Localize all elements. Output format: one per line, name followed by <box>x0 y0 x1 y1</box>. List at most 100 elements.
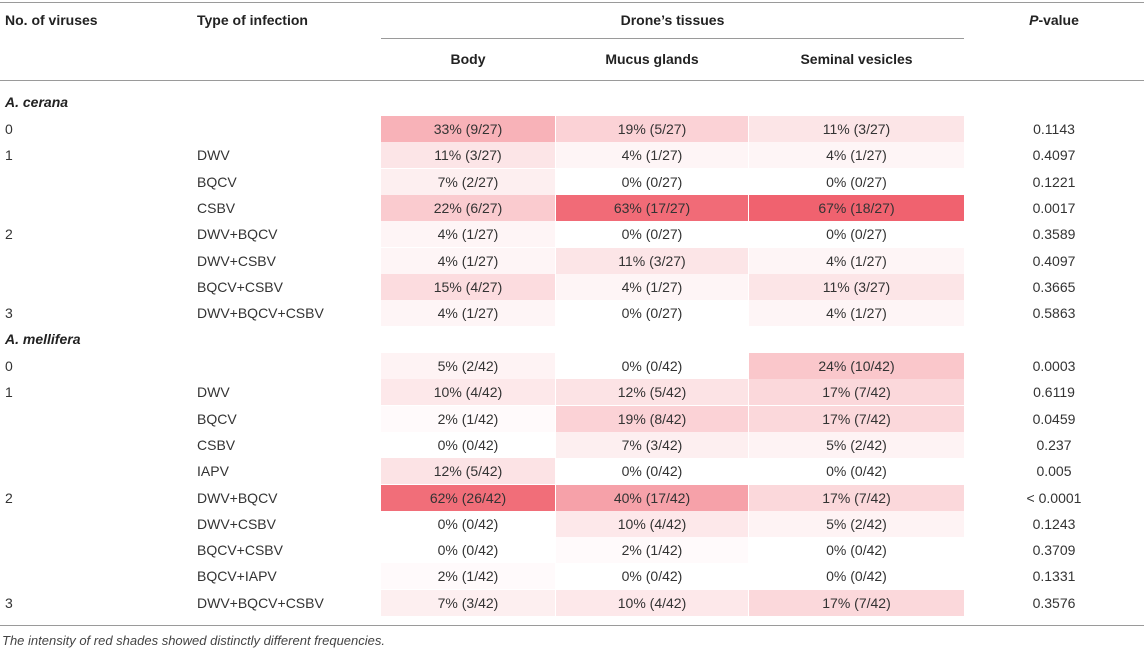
table-top-rule <box>0 2 1144 3</box>
cell-seminal-vesicles: 0% (0/27) <box>826 226 887 243</box>
header-type-of-infection: Type of infection <box>197 12 308 28</box>
cell-mucus-glands: 12% (5/42) <box>556 379 748 406</box>
cell-seminal-vesicles: 17% (7/42) <box>749 405 964 432</box>
cell-body: 0% (0/42) <box>437 436 499 453</box>
table-bottom-rule <box>0 625 1144 626</box>
header-drones-tissues: Drone’s tissues <box>620 12 725 28</box>
table-row: DWV+CSBV 4% (1/27) 11% (3/27) 4% (1/27) 0.40… <box>0 247 1144 274</box>
cell-infection-type: CSBV <box>197 199 236 216</box>
cell-seminal-vesicles: 0% (0/42) <box>826 568 887 585</box>
header-p-letter: P <box>1029 12 1039 28</box>
cell-seminal-vesicles: 4% (1/27) <box>749 300 964 327</box>
table-row: CSBV 22% (6/27) 63% (17/27) 67% (18/27) 0.00… <box>0 194 1144 221</box>
cell-p-value: 0.1143 <box>1033 121 1075 137</box>
cell-body: 0% (0/42) <box>437 542 499 559</box>
cell-virus-count: 3 <box>5 594 13 611</box>
cell-virus-count: 2 <box>5 489 13 506</box>
header-body: Body <box>450 51 486 67</box>
header-bottom-rule <box>0 80 1144 81</box>
cell-mucus-glands: 63% (17/27) <box>556 194 748 221</box>
cell-infection-type: BQCV+IAPV <box>197 568 277 585</box>
table-row: 1 DWV 11% (3/27) 4% (1/27) 4% (1/27) 0.4097 <box>0 142 1144 169</box>
cell-p-value: 0.005 <box>1036 463 1072 480</box>
table-row: DWV+CSBV 0% (0/42) 10% (4/42) 5% (2/42) 0.12… <box>0 510 1144 537</box>
cell-infection-type: DWV <box>197 147 230 164</box>
cell-seminal-vesicles: 67% (18/27) <box>749 194 964 221</box>
cell-body: 22% (6/27) <box>381 194 555 221</box>
table-row: IAPV 12% (5/42) 0% (0/42) 0% (0/42) 0.005 <box>0 458 1144 485</box>
cell-body: 10% (4/42) <box>381 379 555 406</box>
cell-virus-count: 1 <box>5 147 13 164</box>
cell-p-value: 0.3589 <box>1032 226 1076 243</box>
cell-body: 2% (1/42) <box>381 406 555 432</box>
table-row: 2 DWV+BQCV 4% (1/27) 0% (0/27) 0% (0/27) 0.35… <box>0 221 1144 248</box>
cell-mucus-glands: 10% (4/42) <box>556 589 748 616</box>
cell-mucus-glands: 2% (1/42) <box>556 537 748 563</box>
cell-seminal-vesicles: 11% (3/27) <box>749 116 964 142</box>
cell-mucus-glands: 4% (1/27) <box>556 273 748 300</box>
cell-seminal-vesicles: 4% (1/27) <box>749 247 964 274</box>
table-row: 0 33% (9/27) 19% (5/27) 11% (3/27) 0.1143 <box>0 116 1144 142</box>
cell-seminal-vesicles: 5% (2/42) <box>749 431 964 458</box>
cell-body: 15% (4/27) <box>381 273 555 300</box>
cell-seminal-vesicles: 5% (2/42) <box>749 510 964 537</box>
cell-body: 4% (1/27) <box>381 247 555 274</box>
cell-p-value: 0.1243 <box>1032 515 1076 532</box>
cell-virus-count: 0 <box>5 121 13 137</box>
cell-body: 5% (2/42) <box>381 353 555 379</box>
cell-mucus-glands: 11% (3/27) <box>556 247 748 274</box>
cell-mucus-glands: 0% (0/42) <box>621 568 683 585</box>
cell-p-value: 0.0459 <box>1032 410 1076 427</box>
cell-mucus-glands: 19% (5/27) <box>556 116 748 142</box>
section-title-a-mellifera: A. mellifera <box>5 331 81 347</box>
cell-mucus-glands: 10% (4/42) <box>556 510 748 537</box>
table-row: BQCV 7% (2/27) 0% (0/27) 0% (0/27) 0.1221 <box>0 168 1144 195</box>
cell-seminal-vesicles: 0% (0/27) <box>826 173 887 190</box>
table-row: BQCV+CSBV 0% (0/42) 2% (1/42) 0% (0/42) 0.37… <box>0 537 1144 563</box>
cell-p-value: 0.1221 <box>1032 173 1076 190</box>
cell-infection-type: IAPV <box>197 463 229 480</box>
cell-mucus-glands: 0% (0/42) <box>621 463 683 480</box>
cell-mucus-glands: 0% (0/42) <box>621 358 683 374</box>
cell-p-value: 0.237 <box>1036 436 1072 453</box>
cell-body: 12% (5/42) <box>381 458 555 485</box>
cell-infection-type: DWV+BQCV <box>197 489 278 506</box>
cell-infection-type: BQCV+CSBV <box>197 542 283 559</box>
cell-mucus-glands: 19% (8/42) <box>556 405 748 432</box>
cell-mucus-glands: 0% (0/27) <box>621 226 683 243</box>
cell-p-value: 0.0017 <box>1032 199 1076 216</box>
cell-body: 7% (2/27) <box>381 168 555 195</box>
cell-p-value: 0.4097 <box>1032 252 1076 269</box>
cell-p-value: 0.3665 <box>1032 278 1076 295</box>
cell-seminal-vesicles: 11% (3/27) <box>749 273 964 300</box>
cell-mucus-glands: 40% (17/42) <box>556 484 748 511</box>
cell-p-value: 0.0003 <box>1032 358 1076 374</box>
header-p-value: P-value <box>964 12 1144 28</box>
table-row: CSBV 0% (0/42) 7% (3/42) 5% (2/42) 0.237 <box>0 431 1144 458</box>
table-row: BQCV+CSBV 15% (4/27) 4% (1/27) 11% (3/27) 0.… <box>0 273 1144 300</box>
cell-infection-type: DWV+CSBV <box>197 252 276 269</box>
cell-mucus-glands: 0% (0/27) <box>621 173 683 190</box>
cell-p-value: 0.1331 <box>1032 568 1076 585</box>
cell-body: 62% (26/42) <box>381 484 555 511</box>
cell-infection-type: DWV+BQCV+CSBV <box>197 305 324 322</box>
cell-virus-count: 2 <box>5 226 13 243</box>
cell-infection-type: DWV <box>197 384 230 401</box>
cell-infection-type: DWV+BQCV+CSBV <box>197 594 324 611</box>
table-row: 1 DWV 10% (4/42) 12% (5/42) 17% (7/42) 0.6119 <box>0 379 1144 406</box>
table-row: 2 DWV+BQCV 62% (26/42) 40% (17/42) 17% (7/42… <box>0 484 1144 511</box>
cell-p-value: 0.3576 <box>1032 594 1076 611</box>
cell-body: 11% (3/27) <box>381 142 555 169</box>
cell-mucus-glands: 7% (3/42) <box>556 431 748 458</box>
cell-virus-count: 1 <box>5 384 13 401</box>
cell-virus-count: 3 <box>5 305 13 322</box>
cell-seminal-vesicles: 24% (10/42) <box>749 353 964 379</box>
header-p-rest: -value <box>1038 12 1079 28</box>
section-title-a-cerana: A. cerana <box>5 94 69 110</box>
cell-seminal-vesicles: 4% (1/27) <box>749 142 964 169</box>
table-row: BQCV 2% (1/42) 19% (8/42) 17% (7/42) 0.0459 <box>0 405 1144 432</box>
cell-seminal-vesicles: 0% (0/42) <box>826 463 887 480</box>
cell-body: 0% (0/42) <box>437 515 499 532</box>
cell-p-value: 0.4097 <box>1032 147 1076 164</box>
